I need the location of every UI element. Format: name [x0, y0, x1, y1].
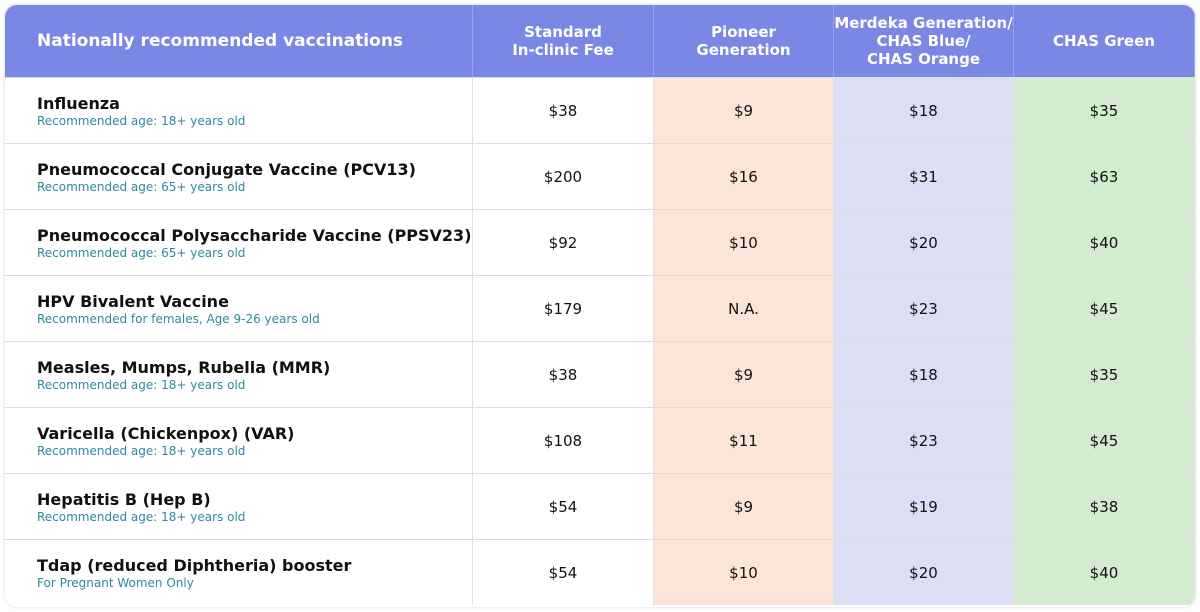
vaccine-name: Pneumococcal Conjugate Vaccine (PCV13) — [37, 159, 416, 179]
header-line: In-clinic Fee — [512, 41, 614, 59]
fee-cell: $31 — [834, 143, 1014, 209]
fee-cell: $108 — [473, 407, 654, 473]
header-line: Nationally recommended vaccinations — [37, 31, 404, 51]
header-cell: CHAS Green — [1014, 5, 1195, 77]
fee-cell: $9 — [654, 77, 834, 143]
fee-cell: $9 — [654, 473, 834, 539]
row-label: HPV Bivalent Vaccine Recommended for fema… — [5, 275, 473, 341]
fee-cell: $9 — [654, 341, 834, 407]
vaccine-note: Recommended age: 65+ years old — [37, 179, 246, 194]
fee-cell: N.A. — [654, 275, 834, 341]
vaccine-name: Pneumococcal Polysaccharide Vaccine (PPS… — [37, 225, 472, 245]
row-label: Influenza Recommended age: 18+ years old — [5, 77, 473, 143]
header-cell: Merdeka Generation/CHAS Blue/CHAS Orange — [834, 5, 1014, 77]
row-label: Varicella (Chickenpox) (VAR) Recommended … — [5, 407, 473, 473]
fee-cell: $23 — [834, 275, 1014, 341]
fee-cell: $19 — [834, 473, 1014, 539]
row-label: Hepatitis B (Hep B) Recommended age: 18+ … — [5, 473, 473, 539]
fee-cell: $179 — [473, 275, 654, 341]
header-line: Merdeka Generation/ — [834, 14, 1013, 32]
vaccine-note: Recommended age: 18+ years old — [37, 509, 246, 524]
fee-cell: $54 — [473, 473, 654, 539]
fee-cell: $63 — [1014, 143, 1195, 209]
vaccine-note: Recommended age: 18+ years old — [37, 113, 246, 128]
fee-cell: $40 — [1014, 209, 1195, 275]
header-line: Standard — [524, 23, 602, 41]
vaccine-name: Hepatitis B (Hep B) — [37, 489, 211, 509]
header-cell: Nationally recommended vaccinations — [5, 5, 473, 77]
fee-cell: $11 — [654, 407, 834, 473]
vaccine-note: For Pregnant Women Only — [37, 575, 194, 590]
vaccine-name: Tdap (reduced Diphtheria) booster — [37, 555, 352, 575]
fee-cell: $35 — [1014, 341, 1195, 407]
fee-cell: $20 — [834, 539, 1014, 605]
vaccine-note: Recommended for females, Age 9-26 years … — [37, 311, 320, 326]
fee-cell: $16 — [654, 143, 834, 209]
fee-cell: $45 — [1014, 407, 1195, 473]
fee-cell: $200 — [473, 143, 654, 209]
fee-cell: $38 — [1014, 473, 1195, 539]
row-label: Tdap (reduced Diphtheria) booster For Pre… — [5, 539, 473, 605]
fee-cell: $10 — [654, 539, 834, 605]
row-label: Pneumococcal Polysaccharide Vaccine (PPS… — [5, 209, 473, 275]
vaccine-name: Influenza — [37, 93, 120, 113]
fee-cell: $40 — [1014, 539, 1195, 605]
header-cell: Pioneer Generation — [654, 5, 834, 77]
fee-cell: $23 — [834, 407, 1014, 473]
header-line: CHAS Green — [1053, 32, 1155, 50]
header-line: Generation — [696, 41, 791, 59]
header-line: CHAS Blue/ — [876, 32, 971, 50]
fee-cell: $18 — [834, 341, 1014, 407]
fee-cell: $10 — [654, 209, 834, 275]
fee-cell: $18 — [834, 77, 1014, 143]
row-label: Pneumococcal Conjugate Vaccine (PCV13) Re… — [5, 143, 473, 209]
fee-cell: $54 — [473, 539, 654, 605]
vaccine-note: Recommended age: 18+ years old — [37, 377, 246, 392]
fee-cell: $92 — [473, 209, 654, 275]
fee-cell: $45 — [1014, 275, 1195, 341]
fee-cell: $38 — [473, 341, 654, 407]
vaccine-name: Varicella (Chickenpox) (VAR) — [37, 423, 295, 443]
fee-cell: $20 — [834, 209, 1014, 275]
row-label: Measles, Mumps, Rubella (MMR) Recommended… — [5, 341, 473, 407]
header-line: Pioneer — [711, 23, 776, 41]
vaccination-table: Nationally recommended vaccinations Stand… — [5, 5, 1195, 607]
fee-cell: $35 — [1014, 77, 1195, 143]
vaccine-note: Recommended age: 65+ years old — [37, 245, 246, 260]
vaccine-name: HPV Bivalent Vaccine — [37, 291, 229, 311]
vaccine-note: Recommended age: 18+ years old — [37, 443, 246, 458]
header-cell: Standard In-clinic Fee — [473, 5, 654, 77]
vaccine-name: Measles, Mumps, Rubella (MMR) — [37, 357, 331, 377]
fee-cell: $38 — [473, 77, 654, 143]
header-line: CHAS Orange — [866, 50, 981, 68]
